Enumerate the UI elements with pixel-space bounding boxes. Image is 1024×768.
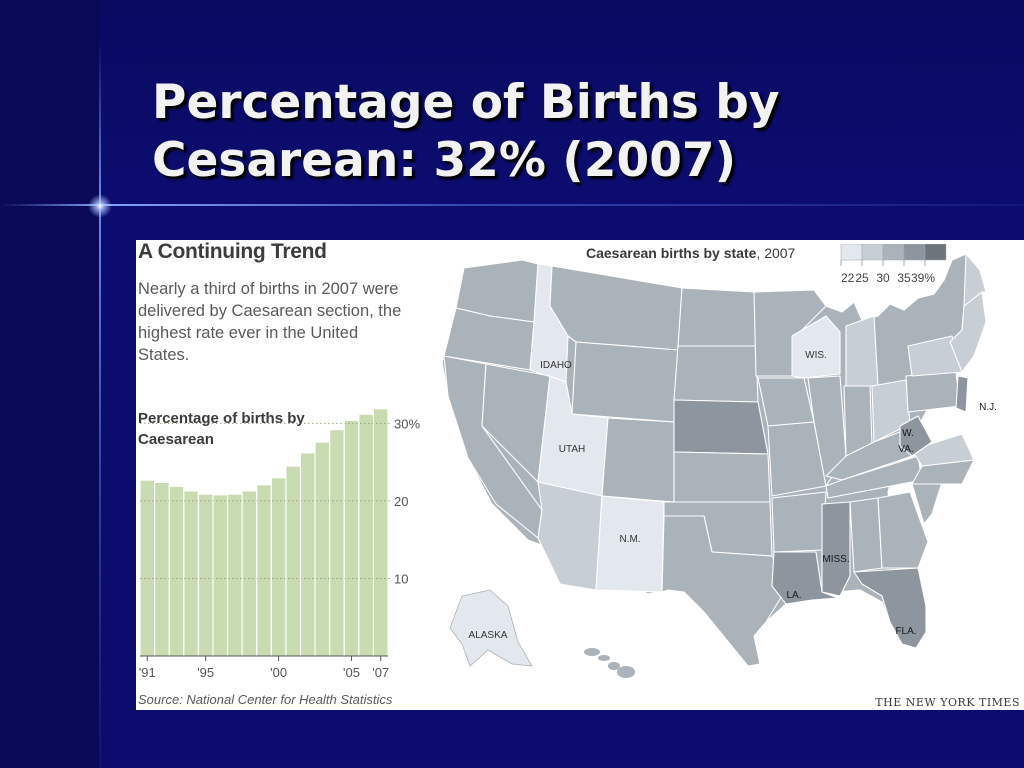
bar-2003	[315, 442, 330, 656]
state-kansas	[673, 451, 771, 503]
state-wyoming	[571, 341, 679, 423]
y-tick-label: 10	[394, 571, 408, 586]
bar-1992	[155, 483, 169, 656]
state-florida	[853, 567, 927, 649]
map-title-text: Caesarean births by state	[586, 245, 757, 261]
bar-2001	[286, 466, 300, 656]
legend-swatch	[882, 244, 905, 261]
us-map: IDAHO UTAH N.M. WIS. ALASKA MISS. LA. W. VA. FLA.…	[442, 253, 997, 678]
state-label: ALASKA	[469, 630, 508, 641]
legend-label: 30	[876, 271, 890, 285]
state-shapes	[443, 253, 987, 667]
state-label: MISS.	[822, 554, 849, 565]
state-maine	[963, 253, 987, 307]
state-south-dakota	[673, 345, 759, 403]
state-michigan	[845, 315, 879, 387]
sparkle-icon	[86, 192, 114, 220]
slide-title: Percentage of Births by Cesarean: 32% (2…	[152, 74, 992, 190]
bar-2006	[359, 414, 373, 656]
title-line-2: Cesarean: 32% (2007)	[152, 133, 737, 188]
legend-swatch	[903, 244, 926, 261]
state-montana	[549, 265, 683, 351]
infographic-heading: A Continuing Trend	[138, 240, 327, 263]
title-band	[0, 0, 1024, 205]
state-arkansas	[771, 491, 827, 553]
state-label: FLA.	[895, 626, 916, 637]
x-tick-label: '95	[197, 665, 214, 680]
state-pennsylvania	[905, 371, 961, 413]
state-label: W.	[902, 428, 914, 439]
state-hawaii-island	[598, 655, 610, 661]
legend-swatch	[924, 244, 947, 261]
bar-1997	[228, 494, 242, 656]
state-virginia	[911, 433, 975, 467]
left-band	[0, 0, 100, 768]
state-colorado	[601, 417, 675, 503]
state-new-england	[949, 291, 987, 373]
x-tick-label: '05	[343, 665, 360, 680]
state-label: N.J.	[979, 402, 997, 413]
state-arizona	[537, 481, 603, 591]
bar-1999	[257, 485, 271, 656]
state-hawaii-island	[608, 662, 620, 670]
horizontal-accent-line	[0, 204, 1024, 206]
bar-1995	[198, 494, 213, 656]
state-wisconsin	[791, 315, 841, 379]
state-new-jersey	[955, 375, 969, 413]
newspaper-credit: THE NEW YORK TIMES	[875, 696, 1020, 709]
bar-1991	[140, 480, 154, 656]
state-mississippi	[821, 501, 851, 597]
state-label: WIS.	[805, 350, 827, 361]
legend-label: 39%	[911, 271, 935, 285]
state-iowa	[757, 377, 815, 427]
map-title: Caesarean births by state, 2007	[586, 245, 796, 261]
bar-1996	[213, 495, 227, 656]
bar-chart-label: Percentage of births by Caesarean	[138, 410, 305, 448]
bar-1994	[184, 491, 198, 656]
state-label: N.M.	[619, 534, 640, 545]
state-north-dakota	[677, 287, 757, 347]
source-note: Source: National Center for Health Stati…	[138, 692, 393, 707]
bar-2002	[301, 453, 315, 656]
legend-label: 25	[855, 271, 869, 285]
map-year: 2007	[764, 245, 796, 261]
x-tick-label: '00	[270, 665, 287, 680]
map-legend: 22 25 30 35 39%	[840, 244, 947, 285]
bar-2005	[344, 420, 359, 656]
state-alabama	[849, 497, 883, 573]
x-tick-label: '91	[139, 665, 156, 680]
bar-1998	[242, 491, 257, 656]
state-label: LA.	[786, 590, 801, 601]
state-georgia	[877, 491, 929, 569]
state-label: UTAH	[559, 444, 585, 455]
infographic-description: Nearly a third of births in 2007 were de…	[138, 280, 402, 364]
vertical-accent-line	[99, 40, 101, 768]
state-alaska	[449, 589, 533, 667]
bar-2000	[271, 478, 286, 656]
title-line-1: Percentage of Births by	[152, 75, 780, 130]
bar-series	[140, 409, 388, 656]
state-tennessee	[825, 455, 923, 499]
bar-1993	[169, 486, 184, 656]
state-west-virginia	[899, 415, 933, 457]
state-label: VA.	[898, 444, 913, 455]
bar-2004	[330, 430, 344, 656]
legend-swatch	[861, 244, 884, 261]
y-tick-label: 20	[394, 494, 408, 509]
state-texas	[661, 515, 789, 667]
bar-chart: 10 20 30% '91 '95 '00 '05 '07	[139, 409, 420, 680]
infographic-panel: A Continuing Trend Nearly a third of bir…	[136, 240, 1024, 710]
legend-label: 22	[841, 271, 855, 285]
bar-2007	[374, 409, 388, 656]
x-tick-label: '07	[372, 665, 389, 680]
state-hawaii-island	[617, 666, 635, 678]
y-tick-label: 30%	[394, 416, 420, 431]
state-label: IDAHO	[540, 360, 572, 371]
state-hawaii-island	[584, 648, 600, 656]
state-nebraska	[673, 399, 769, 455]
legend-label: 35	[897, 271, 911, 285]
legend-swatch	[840, 244, 863, 261]
